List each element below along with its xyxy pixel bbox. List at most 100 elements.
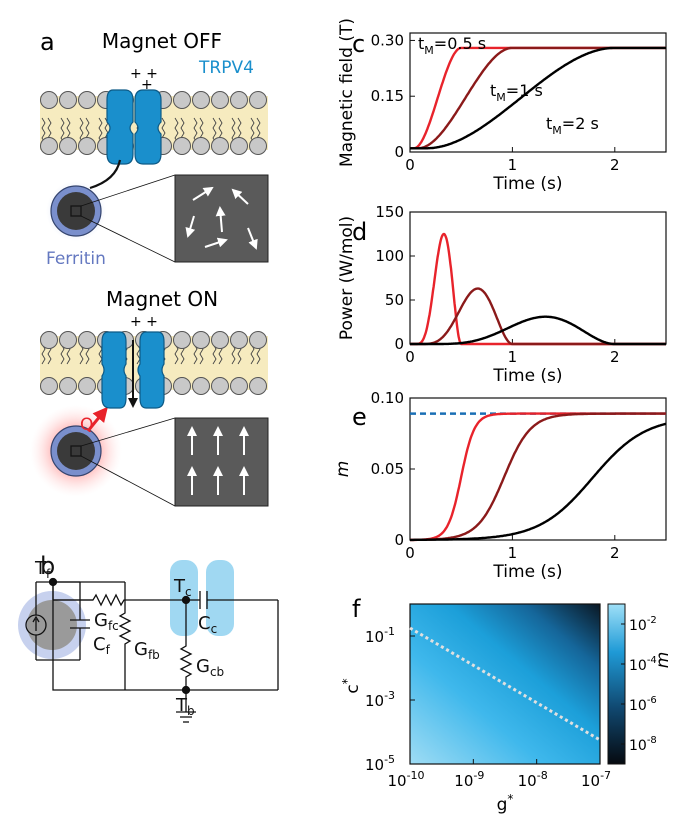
y-axis-label: Power (W/mol) bbox=[337, 216, 357, 340]
series-line-0 bbox=[410, 412, 666, 542]
svg-text:Tb: Tb bbox=[175, 695, 195, 718]
panel-letter-d: d bbox=[352, 218, 367, 246]
svg-text:Gfb: Gfb bbox=[134, 639, 160, 662]
threshold-line bbox=[409, 626, 601, 742]
x-tick-label: 0 bbox=[405, 156, 415, 174]
x-axis-label: Time (s) bbox=[492, 562, 562, 582]
svg-text:Gfc: Gfc bbox=[94, 610, 119, 633]
series-annotation: tM=2 s bbox=[546, 114, 599, 137]
series-line-2 bbox=[410, 422, 667, 542]
panel-f: f 10-10 10-9 10-8 10-7 10-1 10-3 10-5 g* c* 10-2 10… bbox=[340, 595, 673, 815]
y-axis-label: m bbox=[333, 461, 353, 478]
series-annotation: tM=1 s bbox=[490, 81, 543, 104]
lipid-head bbox=[211, 91, 229, 109]
lipid-head bbox=[192, 137, 210, 155]
y-tick-label: 0 bbox=[394, 531, 404, 549]
lipid-head bbox=[230, 331, 248, 349]
lipid-head bbox=[59, 377, 77, 395]
y-tick-label: 50 bbox=[385, 291, 404, 309]
trpv4-label: TRPV4 bbox=[198, 58, 254, 78]
colorbar-tick-label: 10-6 bbox=[629, 695, 657, 714]
circuit-labels: Tf Tc Tb Gfc Gfb Gcb Cf Cc bbox=[34, 558, 224, 718]
y-tick-label: 10-5 bbox=[365, 753, 395, 774]
charts: c 0 1 2 0 0.15 0.30 Time (s) Magnetic field (T) t… bbox=[333, 18, 673, 815]
series-line-0 bbox=[410, 232, 666, 346]
lipid-head bbox=[230, 91, 248, 109]
panel-c: c 0 1 2 0 0.15 0.30 Time (s) Magnetic field (T) t… bbox=[337, 18, 667, 194]
x-tick-label: 10-9 bbox=[454, 769, 484, 790]
panel-d: d 0 1 2 0 50 100 150 Time (s) Power (W/mol) bbox=[337, 203, 667, 386]
x-tick-label: 10-8 bbox=[518, 769, 548, 790]
plot-frame bbox=[409, 397, 667, 541]
y-tick-label: 150 bbox=[375, 203, 404, 221]
lipid-head bbox=[40, 331, 58, 349]
y-axis-label: c* bbox=[340, 678, 363, 693]
plot-frame bbox=[409, 32, 667, 153]
x-tick-label: 1 bbox=[508, 348, 518, 366]
lipid-head bbox=[192, 377, 210, 395]
x-tick-label: 1 bbox=[508, 156, 518, 174]
panel-letter-c: c bbox=[352, 30, 365, 58]
lipid-head bbox=[78, 377, 96, 395]
lipid-head bbox=[249, 137, 267, 155]
x-tick-label: 1 bbox=[508, 544, 518, 562]
lipid-head bbox=[211, 331, 229, 349]
x-tick-label: 2 bbox=[610, 348, 620, 366]
series-line-2 bbox=[410, 315, 666, 346]
panel-b: b bbox=[18, 552, 279, 723]
y-tick-label: 0 bbox=[394, 335, 404, 353]
colorbar-tick-label: 10-2 bbox=[629, 615, 657, 634]
lipid-head bbox=[173, 137, 191, 155]
series-line-2 bbox=[410, 46, 666, 150]
charge-top: + + bbox=[130, 66, 158, 82]
spin-inset-random bbox=[174, 174, 269, 263]
lipid-head bbox=[249, 331, 267, 349]
plot-frame bbox=[409, 211, 667, 345]
heat-label: Q bbox=[80, 415, 93, 435]
x-tick-label: 10-10 bbox=[387, 769, 424, 790]
y-tick-label: 10-1 bbox=[365, 625, 395, 646]
lipid-head bbox=[173, 377, 191, 395]
charge-top-2: + bbox=[141, 77, 153, 93]
series-line-1 bbox=[410, 412, 666, 542]
panel-letter-f: f bbox=[352, 595, 361, 623]
trpv4-channel-off bbox=[89, 89, 162, 190]
magnet-on-title: Magnet ON bbox=[106, 287, 218, 311]
x-axis-label: g* bbox=[497, 792, 514, 815]
lipid-head bbox=[59, 137, 77, 155]
x-tick-label: 10-7 bbox=[581, 769, 611, 790]
lipid-head bbox=[249, 377, 267, 395]
lipid-head bbox=[192, 331, 210, 349]
lipid-head bbox=[192, 91, 210, 109]
y-tick-label: 0.05 bbox=[371, 460, 404, 478]
lipid-head bbox=[78, 91, 96, 109]
colorbar bbox=[607, 603, 626, 765]
x-tick-label: 0 bbox=[405, 348, 415, 366]
x-axis-label: Time (s) bbox=[492, 174, 562, 194]
lipid-head bbox=[40, 377, 58, 395]
lipid-head bbox=[173, 91, 191, 109]
panel-e: e 0 1 2 0 0.05 0.10 Time (s) m bbox=[333, 389, 667, 582]
ferritin-on bbox=[30, 405, 176, 507]
lipid-head bbox=[211, 137, 229, 155]
lipid-head bbox=[59, 331, 77, 349]
series-annotation: tM=0.5 s bbox=[418, 34, 486, 57]
lipid-head bbox=[230, 137, 248, 155]
panel-letter-e: e bbox=[352, 403, 367, 431]
colorbar-tick-label: 10-8 bbox=[629, 735, 657, 754]
lipid-head bbox=[230, 377, 248, 395]
x-axis-label: Time (s) bbox=[492, 366, 562, 386]
lipid-head bbox=[78, 137, 96, 155]
panel-a: a Magnet OFF + + + TRPV4 Ferritin bbox=[30, 28, 269, 507]
spin-inset-aligned bbox=[174, 417, 269, 507]
panel-letter-a: a bbox=[40, 28, 55, 56]
lipid-head bbox=[40, 91, 58, 109]
y-tick-label: 0.30 bbox=[371, 31, 404, 49]
lipid-head bbox=[249, 91, 267, 109]
svg-text:Tf: Tf bbox=[34, 558, 51, 581]
y-tick-label: 100 bbox=[375, 247, 404, 265]
y-tick-label: 0 bbox=[394, 143, 404, 161]
lipid-head bbox=[78, 331, 96, 349]
x-tick-label: 0 bbox=[405, 544, 415, 562]
